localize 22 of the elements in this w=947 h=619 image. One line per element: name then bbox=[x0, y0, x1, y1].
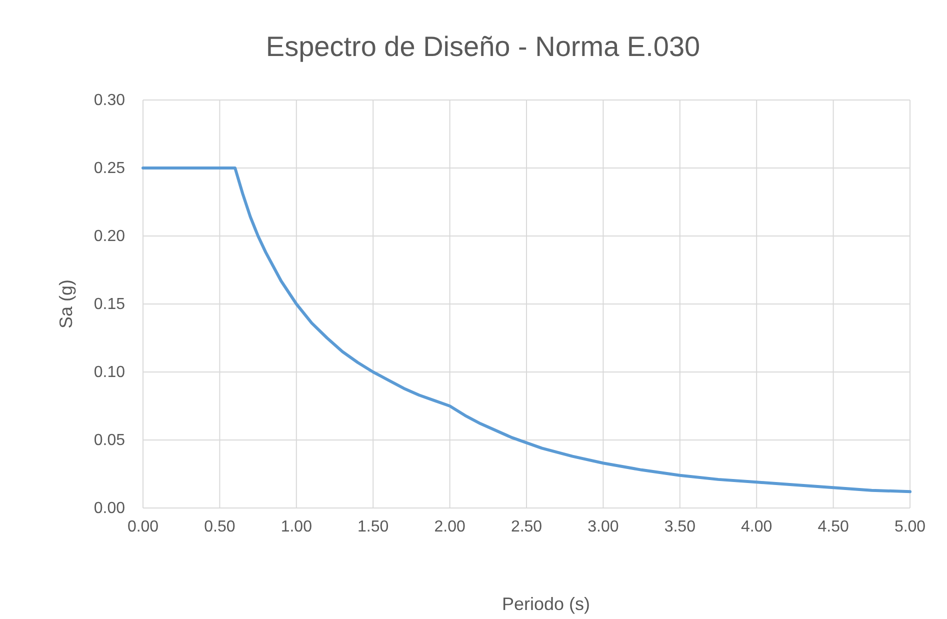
x-tick-label: 5.00 bbox=[894, 518, 926, 536]
x-tick-label: 0.00 bbox=[127, 518, 159, 536]
y-tick-label: 0.20 bbox=[94, 228, 126, 246]
x-tick-label: 0.50 bbox=[204, 518, 236, 536]
chart-title: Espectro de Diseño - Norma E.030 bbox=[266, 31, 700, 62]
x-tick-label: 4.50 bbox=[818, 518, 849, 536]
x-tick-label: 2.00 bbox=[434, 518, 466, 536]
x-tick-label: 3.00 bbox=[588, 518, 619, 536]
x-tick-label: 1.00 bbox=[280, 518, 312, 536]
x-axis-title: Periodo (s) bbox=[502, 594, 590, 614]
x-tick-label: 4.00 bbox=[741, 518, 772, 536]
y-tick-label: 0.25 bbox=[94, 160, 126, 178]
x-tick-label: 3.50 bbox=[664, 518, 696, 536]
y-tick-label: 0.30 bbox=[94, 92, 126, 110]
x-tick-label: 1.50 bbox=[358, 518, 389, 536]
y-tick-label: 0.10 bbox=[94, 364, 126, 382]
line-series bbox=[142, 166, 912, 494]
y-tick-label: 0.05 bbox=[94, 432, 126, 450]
y-axis-title: Sa (g) bbox=[56, 279, 76, 329]
y-tick-label: 0.00 bbox=[94, 500, 126, 518]
y-tick-label: 0.15 bbox=[94, 296, 126, 314]
x-tick-label: 2.50 bbox=[510, 518, 542, 536]
